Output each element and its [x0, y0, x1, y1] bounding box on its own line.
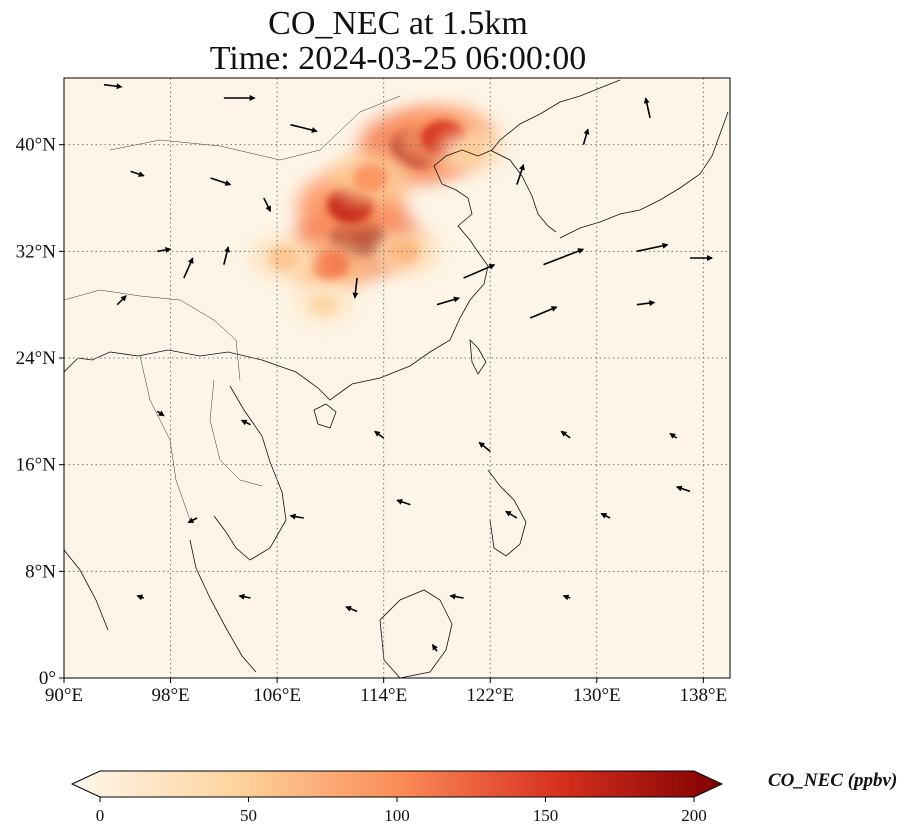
plot-frame	[63, 77, 731, 679]
plume-core-4	[311, 249, 350, 280]
country-borders	[64, 95, 401, 521]
wind-arrow-24	[478, 441, 491, 452]
lon-tick-label-4: 122°E	[466, 685, 514, 706]
wind-vectors	[103, 83, 714, 652]
wind-arrow-29	[396, 499, 411, 506]
lon-tick-label-0: 90°E	[45, 685, 83, 706]
plume-core-7	[387, 239, 420, 264]
wind-arrow-17	[643, 97, 651, 119]
map-title: CO_NEC at 1.5km	[268, 5, 528, 42]
japan-coast	[559, 111, 729, 239]
wind-arrow-21	[156, 410, 165, 417]
indochina-coast	[213, 385, 287, 561]
wind-arrow-16	[582, 128, 590, 145]
lon-tick-label-5: 130°E	[573, 685, 621, 706]
lat-tick-label-2: 16°N	[16, 455, 57, 476]
wind-arrow-5	[263, 197, 272, 213]
wind-arrow-12	[543, 248, 585, 266]
colorbar-tick-label-3: 150	[533, 806, 559, 825]
lon-tick-label-1: 98°E	[151, 685, 189, 706]
hainan-coast	[313, 403, 337, 429]
lon-tick-label-3: 114°E	[360, 685, 407, 706]
wind-arrow-31	[600, 512, 611, 519]
plume-core-8	[455, 140, 485, 163]
gridlines	[64, 78, 730, 678]
wind-arrow-10	[352, 277, 359, 299]
lon-tick-label-2: 106°E	[253, 685, 301, 706]
field-layer	[64, 78, 730, 678]
wind-arrow-30	[505, 510, 518, 519]
wind-arrow-20	[636, 300, 656, 307]
plume-core-5	[352, 164, 389, 192]
korea-coast	[489, 149, 557, 233]
taiwan-coast	[469, 338, 487, 375]
colorbar-tick-label-1: 50	[240, 806, 257, 825]
colorbar-bar	[70, 770, 724, 798]
wind-arrow-0	[103, 83, 123, 90]
wind-arrow-15	[516, 163, 525, 185]
malay-coast	[189, 539, 257, 673]
wind-arrow-32	[675, 485, 691, 493]
wind-arrow-2	[290, 123, 318, 133]
wind-arrow-28	[289, 513, 304, 520]
wind-arrow-19	[529, 306, 558, 319]
wind-arrow-27	[187, 517, 198, 524]
lat-tick-label-1: 8°N	[25, 561, 56, 582]
wind-arrow-18	[436, 296, 460, 306]
wind-arrow-7	[183, 257, 194, 279]
wind-arrow-9	[116, 295, 127, 306]
colorbar-tick-label-2: 100	[384, 806, 410, 825]
co-plume-layer	[249, 106, 504, 325]
lat-tick-label-3: 24°N	[16, 348, 57, 369]
lat-tick-label-5: 40°N	[16, 135, 57, 156]
plume-core-6	[268, 246, 299, 270]
lat-tick-label-0: 0°	[39, 668, 56, 689]
wind-arrow-11	[463, 264, 496, 279]
sumatra-coast	[64, 549, 109, 631]
colorbar-tick-label-4: 200	[681, 806, 707, 825]
wind-arrow-36	[449, 593, 464, 600]
lat-tick-label-4: 32°N	[16, 241, 57, 262]
map-subtitle-time: Time: 2024-03-25 06:00:00	[209, 40, 587, 77]
wind-arrow-34	[238, 593, 251, 600]
wind-arrow-38	[431, 643, 438, 652]
wind-arrow-13	[636, 242, 669, 253]
wind-arrow-35	[345, 606, 358, 613]
wind-arrow-23	[374, 430, 385, 439]
wind-arrow-37	[562, 594, 571, 601]
lon-tick-label-6: 138°E	[680, 685, 728, 706]
wind-arrow-22	[240, 419, 251, 426]
wind-arrow-26	[669, 432, 678, 439]
wind-arrow-8	[223, 246, 230, 265]
colorbar-label: CO_NEC (ppbv)	[768, 770, 898, 791]
wind-arrow-25	[560, 430, 571, 439]
wind-arrow-6	[157, 246, 172, 253]
axis-ticks: 90°E 98°E 106°E 114°E 122°E 130°E 138°E 0° 8°N 16…	[16, 135, 728, 706]
philippines-coast	[487, 469, 527, 557]
wind-arrow-3	[130, 170, 145, 177]
plume-core-9	[310, 293, 338, 316]
wind-arrow-4	[210, 177, 232, 186]
wind-arrow-33	[136, 594, 145, 601]
colorbar-tick-label-0: 0	[96, 806, 105, 825]
colorbar: 0 50 100 150 200	[70, 770, 724, 825]
borneo-coast	[379, 589, 453, 678]
